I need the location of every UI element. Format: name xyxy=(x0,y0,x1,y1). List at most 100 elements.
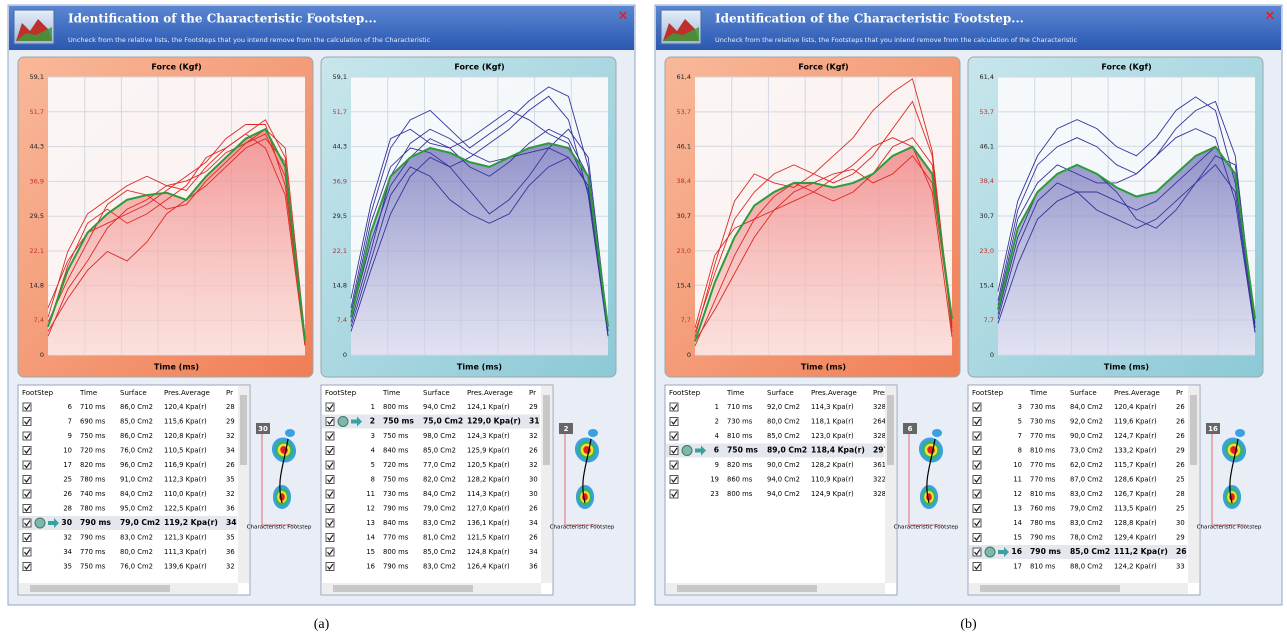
table-cell: 750 ms xyxy=(727,446,758,455)
column-header: Surface xyxy=(120,389,147,397)
y-tick-label: 0 xyxy=(343,351,347,359)
y-tick-label: 15,4 xyxy=(980,281,994,289)
table-cell: 26 xyxy=(529,447,538,455)
table-cell: 32 xyxy=(226,563,235,571)
table-cell: 32 xyxy=(63,534,72,542)
check-icon xyxy=(35,518,45,528)
table-cell: 770 ms xyxy=(1030,461,1056,469)
window: Identification of the Characteristic Foo… xyxy=(8,5,635,605)
table-cell: 800 ms xyxy=(727,490,753,498)
table-cell: 75,0 Cm2 xyxy=(423,417,463,426)
table-cell: 85,0 Cm2 xyxy=(423,447,456,455)
table-cell: 119,6 Kpa(r) xyxy=(1114,418,1157,426)
window-title: Identification of the Characteristic Foo… xyxy=(68,12,377,26)
y-tick-label: 0 xyxy=(40,351,44,359)
table-cell: 84,0 Cm2 xyxy=(1070,403,1103,411)
table-cell: 82,0 Cm2 xyxy=(423,476,456,484)
table-cell: 710 ms xyxy=(727,403,753,411)
table-cell: 790 ms xyxy=(383,505,409,513)
table-cell: 80,0 Cm2 xyxy=(767,418,800,426)
table-cell: 790 ms xyxy=(80,534,106,542)
table-cell: 16 xyxy=(366,563,375,571)
table-cell: 26 xyxy=(529,505,538,513)
x-axis-label: Time (ms) xyxy=(801,363,846,372)
chart-title: Force (Kgf) xyxy=(454,63,504,72)
table-cell: 94,0 Cm2 xyxy=(767,490,800,498)
table-cell: 80,0 Cm2 xyxy=(120,548,153,556)
column-header: Time xyxy=(726,389,744,397)
table-cell: 29 xyxy=(1176,447,1185,455)
scroll-thumb[interactable] xyxy=(887,395,894,465)
table-cell: 800 ms xyxy=(383,403,409,411)
badge-label: 16 xyxy=(1208,425,1218,433)
table-cell: 8 xyxy=(1018,447,1022,455)
table-cell: 13 xyxy=(366,519,375,527)
table-cell: 26 xyxy=(529,534,538,542)
column-header: Pres.Average xyxy=(164,389,210,397)
table-cell: 123,0 Kpa(r) xyxy=(811,432,854,440)
table-cell: 15 xyxy=(366,548,375,556)
chart-title: Force (Kgf) xyxy=(1101,63,1151,72)
table-cell: 5 xyxy=(371,461,375,469)
table-cell: 31 xyxy=(529,417,540,426)
table-cell: 6 xyxy=(68,403,72,411)
scroll-thumb[interactable] xyxy=(543,395,550,465)
table-cell: 122,5 Kpa(r) xyxy=(164,505,207,513)
close-button[interactable]: × xyxy=(1265,9,1276,24)
table-cell: 118,1 Kpa(r) xyxy=(811,418,854,426)
table-cell: 720 ms xyxy=(383,461,409,469)
close-button[interactable]: × xyxy=(618,9,629,24)
table-cell: 34 xyxy=(226,447,235,455)
table-cell: 810 ms xyxy=(727,432,753,440)
table-cell: 720 ms xyxy=(80,447,106,455)
chart-title: Force (Kgf) xyxy=(151,63,201,72)
column-header: Pres.Average xyxy=(467,389,513,397)
table-cell: 113,5 Kpa(r) xyxy=(1114,505,1157,513)
y-tick-label: 22,1 xyxy=(333,247,347,255)
table-cell: 7 xyxy=(1018,432,1022,440)
column-header: FootStep xyxy=(669,389,701,397)
table-cell: 840 ms xyxy=(383,519,409,527)
table-cell: 34 xyxy=(529,519,538,527)
table-cell: 770 ms xyxy=(1030,476,1056,484)
scroll-thumb[interactable] xyxy=(240,395,247,465)
scroll-thumb-h[interactable] xyxy=(30,585,170,592)
table-cell: 91,0 Cm2 xyxy=(120,476,153,484)
table-cell: 77,0 Cm2 xyxy=(423,461,456,469)
table-cell: 740 ms xyxy=(80,490,106,498)
table-cell: 30 xyxy=(529,490,538,498)
table-cell: 13 xyxy=(1013,505,1022,513)
scroll-thumb-h[interactable] xyxy=(980,585,1120,592)
table-cell: 36 xyxy=(529,563,538,571)
table-cell: 34 xyxy=(63,548,72,556)
table-cell: 73,0 Cm2 xyxy=(1070,447,1103,455)
table-cell: 780 ms xyxy=(80,476,106,484)
table-cell: 26 xyxy=(1176,403,1185,411)
table-cell: 119,2 Kpa(r) xyxy=(164,518,218,527)
footprint-toe xyxy=(1235,429,1245,437)
table-cell: 7 xyxy=(68,418,72,426)
table-cell: 1 xyxy=(715,403,719,411)
y-tick-label: 29,5 xyxy=(30,212,44,220)
table-cell: 84,0 Cm2 xyxy=(423,490,456,498)
table-cell: 820 ms xyxy=(80,461,106,469)
table-cell: 111,2 Kpa(r) xyxy=(1114,547,1168,556)
scroll-thumb-h[interactable] xyxy=(333,585,473,592)
scroll-thumb-h[interactable] xyxy=(677,585,817,592)
y-tick-label: 36,9 xyxy=(333,177,347,185)
y-tick-label: 46,1 xyxy=(980,142,994,150)
table-cell: 12 xyxy=(1013,490,1022,498)
table-cell: 96,0 Cm2 xyxy=(120,461,153,469)
check-icon xyxy=(338,417,348,427)
table-cell: 30 xyxy=(529,476,538,484)
table-cell: 85,0 Cm2 xyxy=(767,432,800,440)
table-cell: 114,3 Kpa(r) xyxy=(467,490,510,498)
x-axis-label: Time (ms) xyxy=(154,363,199,372)
table-cell: 90,0 Cm2 xyxy=(767,461,800,469)
y-tick-label: 23,0 xyxy=(980,247,994,255)
table-cell: 83,0 Cm2 xyxy=(120,534,153,542)
scroll-thumb[interactable] xyxy=(1190,395,1197,465)
table-cell: 76,0 Cm2 xyxy=(120,447,153,455)
table-cell: 810 ms xyxy=(1030,447,1056,455)
table-cell: 139,6 Kpa(r) xyxy=(164,563,207,571)
